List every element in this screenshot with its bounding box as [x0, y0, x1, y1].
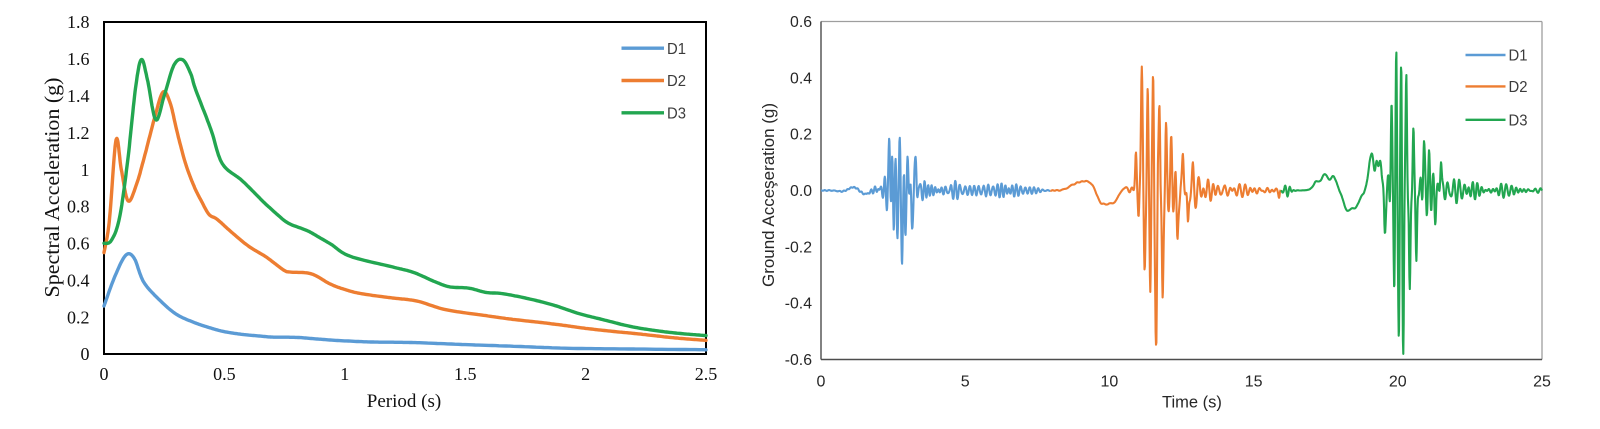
- svg-text:0: 0: [81, 344, 90, 364]
- svg-text:0.4: 0.4: [67, 270, 90, 290]
- svg-text:2.5: 2.5: [695, 364, 718, 384]
- svg-text:D2: D2: [1509, 79, 1528, 96]
- svg-text:1.4: 1.4: [67, 86, 90, 106]
- svg-text:Period (s): Period (s): [367, 391, 441, 412]
- svg-text:Time (s): Time (s): [1162, 394, 1222, 412]
- svg-text:D1: D1: [1509, 48, 1528, 65]
- svg-text:0: 0: [100, 364, 109, 384]
- svg-text:0.4: 0.4: [790, 70, 812, 87]
- svg-text:1: 1: [81, 160, 90, 180]
- svg-text:1.6: 1.6: [67, 49, 90, 69]
- svg-text:0.2: 0.2: [67, 307, 90, 327]
- svg-text:D1: D1: [667, 41, 686, 58]
- svg-text:0.2: 0.2: [790, 127, 812, 144]
- svg-text:0: 0: [817, 374, 826, 391]
- svg-text:1.8: 1.8: [67, 12, 90, 32]
- svg-text:D3: D3: [667, 105, 686, 122]
- svg-text:15: 15: [1245, 374, 1263, 391]
- svg-text:1: 1: [340, 364, 349, 384]
- svg-text:D2: D2: [667, 73, 686, 90]
- svg-text:-0.2: -0.2: [785, 239, 812, 256]
- svg-text:0.8: 0.8: [67, 197, 90, 217]
- svg-text:-0.6: -0.6: [785, 352, 812, 369]
- svg-text:0.5: 0.5: [213, 364, 236, 384]
- svg-text:0.0: 0.0: [790, 183, 812, 200]
- svg-text:1.5: 1.5: [454, 364, 477, 384]
- svg-text:1.2: 1.2: [67, 123, 90, 143]
- svg-text:5: 5: [961, 374, 970, 391]
- svg-text:Ground Acceşeration (g): Ground Acceşeration (g): [760, 103, 778, 287]
- svg-text:20: 20: [1389, 374, 1407, 391]
- svg-text:-0.4: -0.4: [785, 296, 812, 313]
- svg-text:25: 25: [1533, 374, 1551, 391]
- svg-text:0.6: 0.6: [790, 14, 812, 31]
- svg-text:2: 2: [581, 364, 590, 384]
- svg-text:Spectral Acceleration (g): Spectral Acceleration (g): [40, 77, 64, 297]
- svg-text:0.6: 0.6: [67, 234, 90, 254]
- svg-text:10: 10: [1101, 374, 1119, 391]
- svg-text:D3: D3: [1509, 112, 1528, 129]
